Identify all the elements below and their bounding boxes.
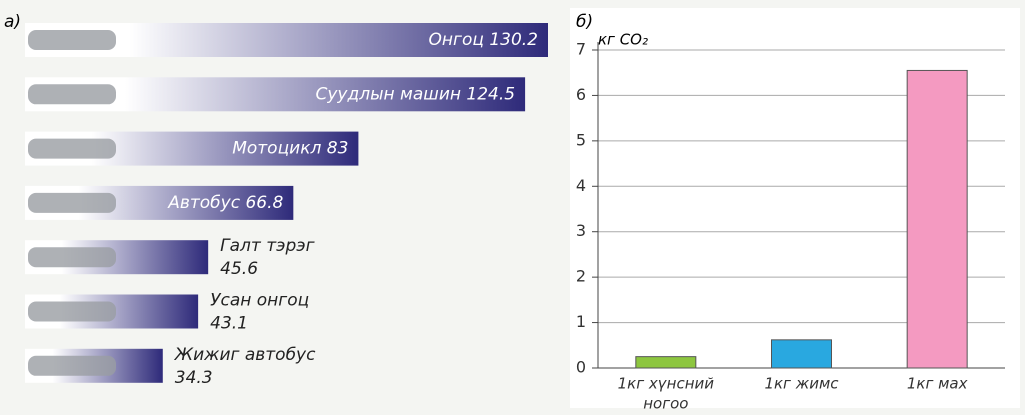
category-name: Галт тэрэг	[220, 236, 314, 256]
x-tick-label: 1кг хүнсний	[618, 375, 715, 393]
bar	[906, 69, 968, 369]
value-label: 45.6	[220, 259, 258, 279]
bar-label: Мотоцикл 83	[232, 139, 348, 159]
vehicle-icon	[28, 30, 116, 50]
vehicle-icon	[28, 247, 116, 268]
bar-label: Суудлын машин 124.5	[316, 84, 516, 104]
vehicle-icon	[28, 301, 116, 322]
y-tick-label: 3	[576, 221, 586, 240]
y-tick-label: 5	[576, 130, 586, 149]
y-tick-label: 6	[576, 85, 586, 104]
value-label: 124.5	[466, 84, 515, 104]
value-label: 34.3	[175, 368, 213, 388]
category-name: Усан онгоц	[210, 291, 309, 311]
value-label: 130.2	[489, 30, 538, 50]
x-tick-label: ногоо	[643, 395, 688, 413]
vehicle-icon	[28, 84, 116, 105]
x-tick-label: 1кг жимс	[764, 375, 839, 393]
category-name: Суудлын машин	[316, 84, 462, 104]
y-tick-label: 1	[576, 312, 586, 331]
y-tick-label: 0	[576, 358, 586, 377]
x-tick-label: 1кг мах	[907, 375, 968, 393]
category-name: Мотоцикл	[232, 139, 321, 159]
value-label: 83	[327, 139, 349, 159]
vehicle-icon	[28, 355, 116, 376]
category-name: Автобус	[167, 193, 240, 213]
value-label: 66.8	[245, 193, 283, 213]
y-tick-label: 4	[576, 176, 586, 195]
vehicle-icon	[28, 138, 116, 159]
y-tick-label: 2	[576, 267, 586, 286]
y-tick-label: 7	[576, 40, 586, 59]
category-name: Онгоц	[429, 30, 484, 50]
panel-label: б)	[576, 12, 593, 32]
value-label: 43.1	[210, 314, 248, 334]
category-name: Жижиг автобус	[174, 345, 316, 365]
bar-label: Автобус 66.8	[167, 193, 283, 213]
bar-label: Онгоц 130.2	[429, 30, 538, 50]
y-axis-label: кг CO₂	[598, 31, 648, 49]
bar	[635, 356, 697, 369]
panel-label: а)	[4, 12, 21, 32]
bar	[771, 339, 832, 369]
vehicle-icon	[28, 192, 116, 213]
